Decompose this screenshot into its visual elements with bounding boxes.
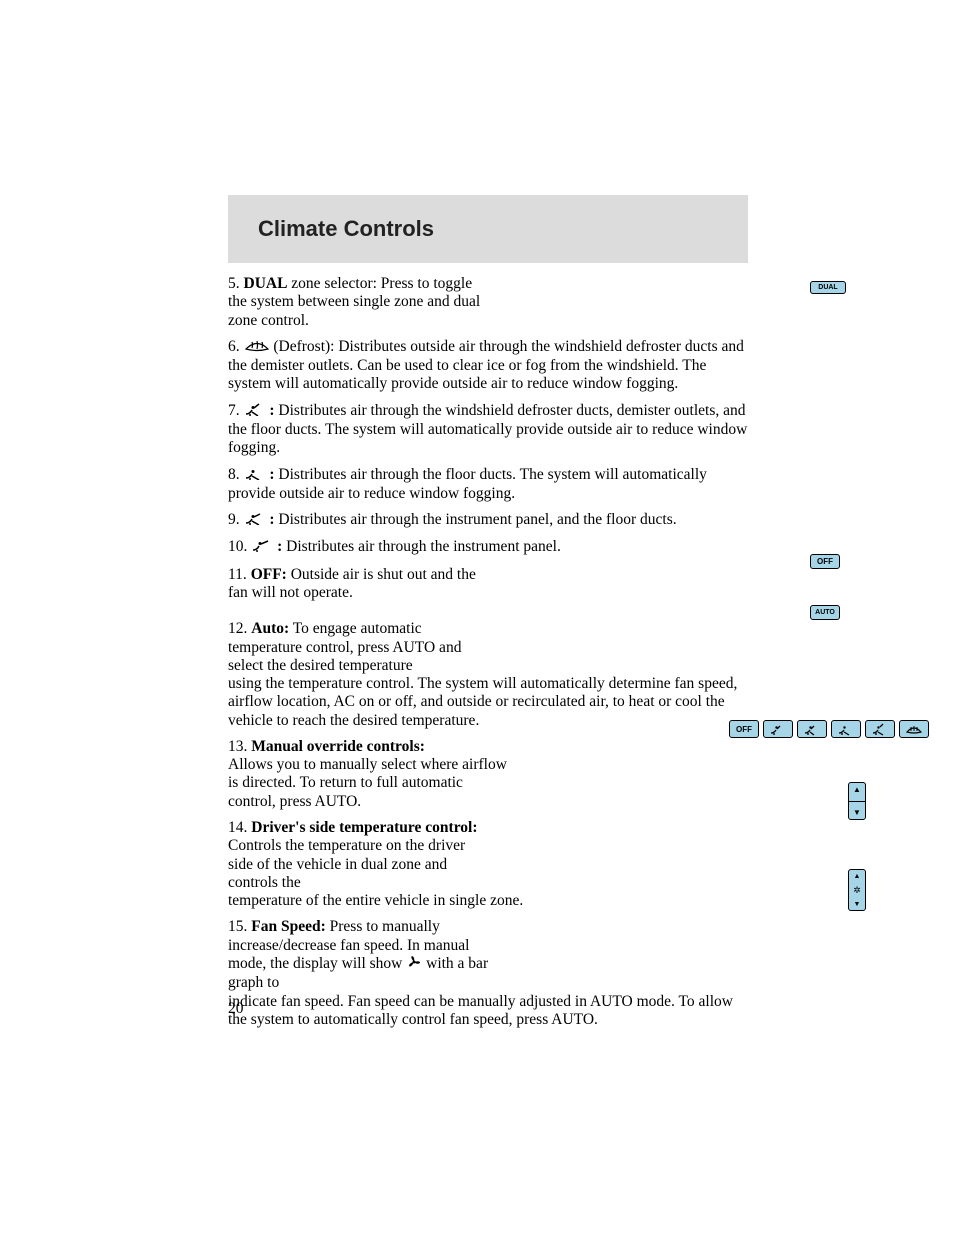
fan-icon-small: ✲ [853, 885, 861, 896]
off-button-illustration: OFF [810, 554, 840, 569]
off-button-label: OFF [817, 557, 833, 566]
item-14b: temperature of the entire vehicle in sin… [228, 892, 748, 910]
override-floor-button [831, 720, 861, 738]
page: Climate Controls DUAL OFF AUTO OFF [0, 0, 954, 1235]
item-12b: using the temperature control. The syste… [228, 675, 748, 730]
item-13: 13. Manual override controls: Allows you… [228, 738, 508, 811]
page-number: 20 [228, 1000, 244, 1018]
fan-speed-rocker-illustration: ▲ ✲ ▼ [848, 869, 866, 911]
temp-up-arrow-icon: ▲ [853, 785, 861, 794]
floor-defrost-airflow-icon [244, 402, 266, 421]
dual-button-label: DUAL [818, 284, 837, 291]
item-15b: indicate fan speed. Fan speed can be man… [228, 993, 748, 1030]
temperature-rocker-illustration: ▲ ▼ [848, 782, 866, 820]
item-9: 9. : Distributes air through the instrum… [228, 511, 748, 530]
body-text: 5. DUAL zone selector: Press to toggle t… [228, 275, 748, 1037]
temp-down-arrow-icon: ▼ [853, 808, 861, 817]
item-7: 7. : Distributes air through the windshi… [228, 402, 748, 458]
fan-icon [406, 955, 422, 974]
defrost-icon [244, 338, 270, 357]
rocker-divider [849, 801, 865, 802]
item-14a: 14. Driver's side temperature control: C… [228, 819, 493, 892]
panel-floor-airflow-icon [244, 511, 266, 530]
chapter-title: Climate Controls [258, 216, 434, 242]
item-10: 10. : Distributes air through the instru… [228, 538, 748, 557]
item-8: 8. : Distributes air through the floor d… [228, 466, 748, 504]
item-12a: 12. Auto: To engage automatic temperatur… [228, 620, 493, 675]
dual-button-illustration: DUAL [810, 281, 846, 294]
item-6: 6. (Defrost): Distributes outside air th… [228, 338, 748, 394]
floor-defrost-airflow-icon [870, 722, 890, 736]
floor-airflow-icon [244, 466, 266, 485]
item-11: 11. OFF: Outside air is shut out and the… [228, 566, 493, 603]
fan-up-arrow-icon: ▲ [854, 872, 861, 880]
item-15a: 15. Fan Speed: Press to manually increas… [228, 918, 493, 992]
chapter-header-bar: Climate Controls [228, 195, 748, 263]
override-panel-button [763, 720, 793, 738]
override-panel-floor-button [797, 720, 827, 738]
override-defrost-button [899, 720, 929, 738]
manual-override-button-row: OFF [729, 720, 929, 738]
override-floor-defrost-button [865, 720, 895, 738]
panel-floor-airflow-icon [802, 722, 822, 736]
defrost-icon [904, 722, 924, 736]
panel-airflow-icon [768, 722, 788, 736]
fan-down-arrow-icon: ▼ [854, 900, 861, 908]
floor-airflow-icon [836, 722, 856, 736]
item-5: 5. DUAL zone selector: Press to toggle t… [228, 275, 493, 330]
panel-airflow-icon [251, 538, 273, 557]
auto-button-illustration: AUTO [810, 605, 840, 620]
auto-button-label: AUTO [815, 609, 835, 616]
